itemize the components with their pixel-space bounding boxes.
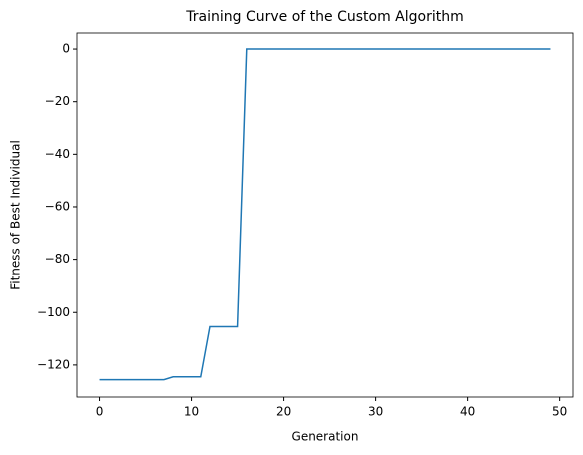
y-axis-label: Fitness of Best Individual	[9, 140, 23, 290]
y-tick-label: 0	[62, 42, 70, 56]
y-tick-label: −20	[45, 94, 70, 108]
y-tick-label: −60	[45, 199, 70, 213]
data-line	[99, 48, 551, 381]
y-tick-label: −40	[45, 147, 70, 161]
y-tick-label: −80	[45, 252, 70, 266]
x-tick-label: 30	[368, 405, 383, 419]
plot-frame	[76, 32, 574, 398]
y-tick-label: −120	[37, 357, 70, 371]
x-tick-label: 40	[460, 405, 475, 419]
chart-title: Training Curve of the Custom Algorithm	[185, 9, 463, 25]
x-axis-label: Generation	[292, 430, 359, 444]
x-tick-label: 50	[552, 405, 567, 419]
x-tick-label: 0	[96, 405, 104, 419]
x-tick-label: 10	[184, 405, 199, 419]
y-tick-label: −100	[37, 305, 70, 319]
x-tick-label: 20	[276, 405, 291, 419]
